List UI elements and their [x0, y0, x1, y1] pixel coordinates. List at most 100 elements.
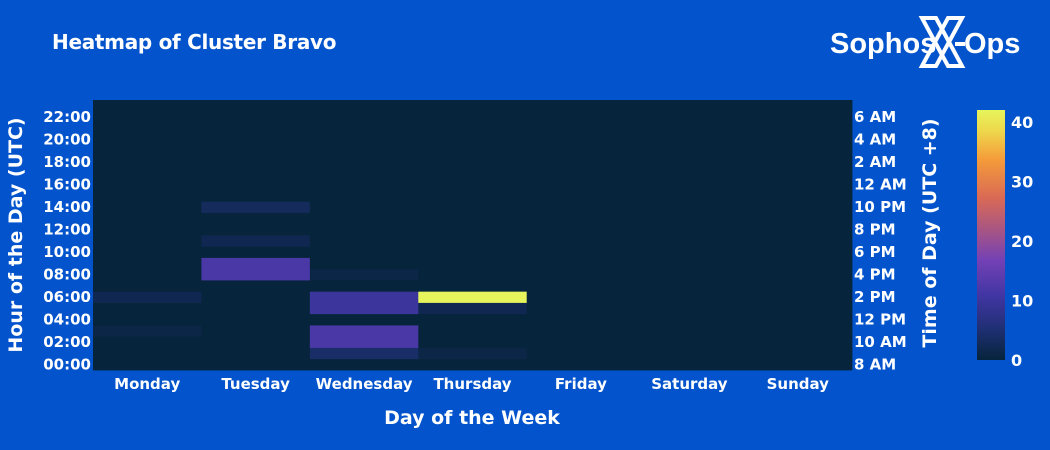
heatmap-cell	[635, 190, 744, 202]
heatmap-cell	[93, 358, 202, 371]
colorbar	[977, 110, 1005, 360]
heatmap-cell	[201, 156, 311, 168]
heatmap-cell	[93, 280, 202, 292]
y-axis-label-left: Hour of the Day (UTC)	[5, 117, 27, 352]
x-axis-label: Day of the Week	[384, 407, 560, 429]
heatmap-cell	[418, 347, 528, 360]
y-right-tick-label: 6 AM	[854, 108, 896, 126]
x-tick-label: Tuesday	[221, 375, 290, 393]
heatmap-cell	[201, 246, 311, 258]
heatmap-cell	[635, 201, 744, 213]
y-left-tick-label: 10:00	[43, 243, 91, 261]
heatmap-cell	[93, 167, 202, 180]
heatmap-cell	[743, 257, 853, 270]
heatmap-cell	[635, 325, 744, 337]
heatmap-cell	[93, 246, 202, 258]
heatmap-cell	[635, 246, 744, 258]
heatmap-cell	[93, 336, 202, 348]
heatmap-cell	[201, 100, 311, 112]
heatmap-cell	[418, 358, 528, 371]
y-right-tick-label: 4 AM	[854, 130, 896, 148]
heatmap-cell	[309, 291, 419, 303]
heatmap-cell	[743, 111, 853, 123]
heatmap-cell	[743, 100, 853, 112]
heatmap-cell	[635, 313, 744, 326]
heatmap-cell	[201, 201, 311, 213]
x-tick-label: Wednesday	[316, 375, 413, 393]
heatmap-cell	[309, 223, 419, 236]
y-right-tick-label: 12 PM	[854, 310, 906, 328]
y-left-tick-label: 16:00	[43, 175, 91, 193]
heatmap-cell	[743, 178, 853, 191]
heatmap-cell	[635, 336, 744, 348]
colorbar-tick-label: 0	[1011, 351, 1022, 370]
heatmap-cell	[526, 122, 636, 135]
heatmap-cell	[93, 347, 202, 360]
y-right-tick-label: 4 PM	[854, 265, 896, 283]
heatmap-cell	[201, 291, 311, 303]
heatmap-cell	[201, 280, 311, 292]
y-left-tick-label: 02:00	[43, 333, 91, 351]
heatmap-cell	[309, 347, 419, 360]
heatmap-cell	[418, 100, 528, 112]
heatmap-cell	[526, 336, 636, 348]
x-tick-label: Saturday	[651, 375, 728, 393]
heatmap-cell	[309, 156, 419, 168]
heatmap-cell	[526, 167, 636, 180]
heatmap-cell	[635, 111, 744, 123]
heatmap-cell	[201, 122, 311, 135]
heatmap-cell	[418, 212, 528, 225]
heatmap-cell	[418, 133, 528, 146]
colorbar-tick-label: 20	[1011, 232, 1033, 251]
y-right-tick-label: 2 AM	[854, 153, 896, 171]
y-left-tick-label: 00:00	[43, 355, 91, 373]
heatmap-cell	[526, 246, 636, 258]
heatmap-cell	[418, 313, 528, 326]
heatmap-cell	[743, 122, 853, 135]
heatmap-cell	[743, 291, 853, 303]
heatmap-cell	[93, 223, 202, 236]
y-left-tick-label: 08:00	[43, 265, 91, 283]
x-tick-labels: Monday Tuesday Wednesday Thursday Friday Satu…	[114, 375, 829, 393]
heatmap-cell	[201, 235, 311, 247]
heatmap-cell	[743, 280, 853, 292]
heatmap-cell	[201, 313, 311, 326]
heatmap-cell	[201, 212, 311, 225]
heatmap-cell	[93, 178, 202, 191]
y-axis-label-right: Time of Day (UTC +8)	[919, 118, 941, 347]
heatmap-cell	[743, 336, 853, 348]
heatmap-cell	[743, 212, 853, 225]
heatmap-cell	[309, 336, 419, 348]
heatmap-cell	[309, 246, 419, 258]
heatmap-cell	[418, 302, 528, 315]
heatmap-cell	[93, 302, 202, 315]
heatmap-cell	[93, 133, 202, 146]
heatmap-cell	[201, 336, 311, 348]
heatmap-cell	[526, 111, 636, 123]
heatmap-cell	[526, 280, 636, 292]
heatmap-cell	[309, 302, 419, 315]
logo-dash	[955, 42, 965, 46]
heatmap-cell	[418, 178, 528, 191]
heatmap-cell	[418, 190, 528, 202]
heatmap-cell	[418, 223, 528, 236]
heatmap-cell	[743, 347, 853, 360]
heatmap-cell	[635, 358, 744, 371]
heatmap-cell	[309, 257, 419, 270]
x-tick-label: Sunday	[767, 375, 830, 393]
heatmap-cell	[93, 145, 202, 157]
heatmap-cell	[526, 358, 636, 371]
heatmap-cell	[418, 325, 528, 337]
heatmap-cell	[526, 235, 636, 247]
heatmap-cell	[201, 178, 311, 191]
heatmap-cell	[418, 156, 528, 168]
heatmap-cell	[743, 133, 853, 146]
heatmap-cell	[309, 280, 419, 292]
heatmap-cell	[418, 111, 528, 123]
heatmap-cell	[635, 100, 744, 112]
heatmap-cell	[201, 302, 311, 315]
x-tick-label: Monday	[114, 375, 180, 393]
heatmap-cell	[743, 156, 853, 168]
heatmap-cell	[743, 223, 853, 236]
heatmap-cell	[526, 223, 636, 236]
